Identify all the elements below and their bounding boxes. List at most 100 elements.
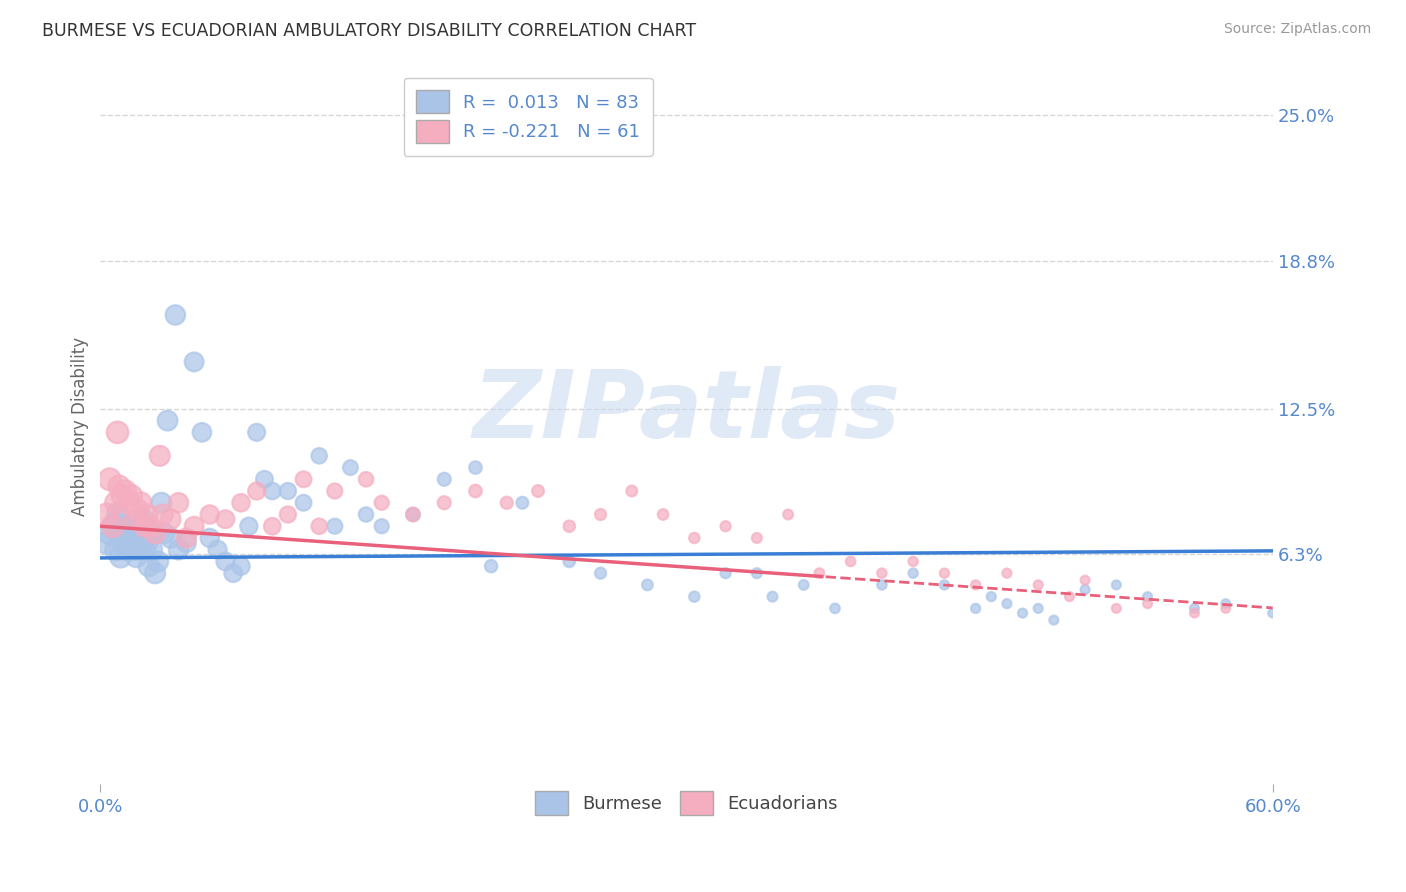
Point: [118, 526, 141, 541]
Point: [114, 519, 136, 533]
Point: [207, 542, 229, 557]
Point: [292, 472, 315, 486]
Point: [714, 519, 737, 533]
Point: [1215, 601, 1237, 615]
Point: [1105, 578, 1128, 592]
Point: [107, 425, 129, 440]
Point: [1184, 601, 1206, 615]
Point: [139, 526, 162, 541]
Point: [527, 483, 550, 498]
Point: [965, 578, 987, 592]
Point: [134, 542, 156, 557]
Point: [131, 512, 153, 526]
Point: [934, 578, 956, 592]
Point: [107, 508, 129, 522]
Point: [115, 542, 138, 557]
Point: [934, 566, 956, 581]
Point: [870, 566, 893, 581]
Point: [96, 535, 118, 549]
Point: [98, 472, 121, 486]
Point: [370, 496, 392, 510]
Point: [129, 496, 152, 510]
Point: [124, 512, 146, 526]
Point: [308, 449, 330, 463]
Point: [229, 559, 252, 574]
Point: [323, 519, 346, 533]
Point: [112, 535, 135, 549]
Point: [152, 508, 174, 522]
Point: [1043, 613, 1066, 627]
Point: [149, 449, 172, 463]
Point: [1215, 597, 1237, 611]
Point: [323, 483, 346, 498]
Point: [558, 554, 581, 568]
Point: [995, 597, 1018, 611]
Point: [110, 549, 132, 564]
Point: [620, 483, 643, 498]
Point: [214, 554, 236, 568]
Point: [122, 531, 145, 545]
Point: [127, 519, 149, 533]
Point: [136, 535, 159, 549]
Point: [127, 503, 149, 517]
Point: [134, 519, 156, 533]
Point: [165, 308, 187, 322]
Point: [135, 531, 157, 545]
Point: [262, 519, 284, 533]
Point: [683, 531, 706, 545]
Point: [138, 559, 160, 574]
Point: [714, 566, 737, 581]
Point: [156, 414, 179, 428]
Point: [745, 566, 768, 581]
Point: [111, 531, 134, 545]
Point: [995, 566, 1018, 581]
Point: [1261, 606, 1284, 620]
Point: [308, 519, 330, 533]
Point: [108, 512, 131, 526]
Point: [824, 601, 846, 615]
Point: [808, 566, 831, 581]
Point: [111, 489, 134, 503]
Point: [1026, 601, 1049, 615]
Point: [636, 578, 658, 592]
Point: [222, 566, 245, 581]
Point: [1059, 590, 1081, 604]
Point: [339, 460, 361, 475]
Text: ZIPatlas: ZIPatlas: [472, 366, 901, 458]
Point: [1136, 597, 1159, 611]
Point: [101, 519, 124, 533]
Point: [354, 508, 377, 522]
Point: [167, 542, 190, 557]
Point: [1184, 606, 1206, 620]
Point: [354, 472, 377, 486]
Point: [652, 508, 675, 522]
Point: [104, 496, 127, 510]
Point: [159, 512, 181, 526]
Point: [229, 496, 252, 510]
Point: [433, 472, 456, 486]
Text: BURMESE VS ECUADORIAN AMBULATORY DISABILITY CORRELATION CHART: BURMESE VS ECUADORIAN AMBULATORY DISABIL…: [42, 22, 696, 40]
Text: Source: ZipAtlas.com: Source: ZipAtlas.com: [1223, 22, 1371, 37]
Point: [495, 496, 517, 510]
Point: [153, 526, 176, 541]
Point: [183, 355, 205, 369]
Point: [148, 554, 170, 568]
Point: [191, 425, 214, 440]
Point: [143, 526, 166, 541]
Point: [589, 566, 612, 581]
Point: [277, 508, 299, 522]
Point: [183, 519, 205, 533]
Point: [141, 542, 163, 557]
Point: [464, 460, 486, 475]
Point: [370, 519, 392, 533]
Legend: Burmese, Ecuadorians: Burmese, Ecuadorians: [524, 780, 848, 825]
Point: [121, 535, 143, 549]
Point: [262, 483, 284, 498]
Point: [901, 554, 924, 568]
Point: [512, 496, 534, 510]
Point: [683, 590, 706, 604]
Point: [136, 508, 159, 522]
Point: [214, 512, 236, 526]
Point: [117, 535, 139, 549]
Point: [128, 535, 150, 549]
